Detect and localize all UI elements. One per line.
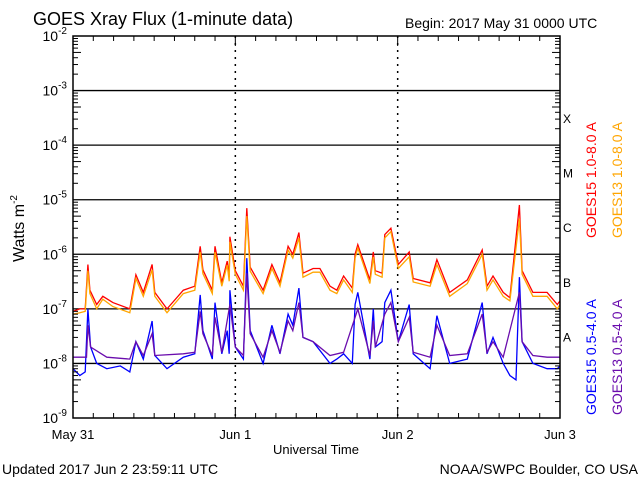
plot-frame [72,35,561,419]
x-axis-label: Universal Time [273,442,359,457]
series-line-goes13-1-0-8-0-a [72,216,561,315]
y-tick-label: 10-7 [43,299,68,317]
y-tick-base: 10 [43,410,59,426]
legend-item: GOES13 1.0-8.0 A [609,121,625,238]
y-tick-exponent: -3 [58,81,67,92]
y-tick-exponent: -5 [58,190,67,201]
y-tick-base: 10 [43,355,59,371]
series-line-goes15-0-5-4-0-a [72,258,561,382]
legend-label: GOES15 0.5-4.0 A [583,298,599,415]
legend: GOES15 1.0-8.0 A GOES13 1.0-8.0 A GOES15 0… [583,121,625,415]
legend-item: GOES13 0.5-4.0 A [609,298,625,415]
y-tick-label: 10-5 [43,190,68,208]
y-tick-label: 10-8 [43,353,68,371]
chart-title: GOES Xray Flux (1-minute data) [33,9,293,29]
legend-item: GOES15 0.5-4.0 A [583,298,599,415]
y-tick-base: 10 [43,28,59,44]
y-tick-label: 10-2 [43,26,68,44]
x-tick-label: May 31 [52,427,95,442]
flare-class-C: C [563,221,572,235]
y-tick-base: 10 [43,246,59,262]
legend-item: GOES15 1.0-8.0 A [583,121,599,238]
y-axis-label-exp: -2 [9,195,20,204]
flare-class-B: B [563,276,571,290]
y-tick-exponent: -7 [58,299,67,310]
flare-class-labels: A B C M X [563,112,573,344]
x-tick-labels: May 31 Jun 1 Jun 2 Jun 3 [52,427,576,442]
y-tick-label: 10-6 [43,244,68,262]
y-tick-labels: 10-910-810-710-610-510-410-310-2 [43,26,68,426]
flare-class-M: M [563,167,573,181]
y-tick-base: 10 [43,83,59,99]
legend-label: GOES15 1.0-8.0 A [583,121,599,238]
grid [73,36,560,418]
series-line-goes13-0-5-4-0-a [73,273,560,360]
y-tick-exponent: -2 [58,26,67,37]
y-tick-base: 10 [43,301,59,317]
y-tick-exponent: -8 [58,353,67,364]
y-axis-label-text: Watts m [11,204,28,262]
updated-timestamp: Updated 2017 Jun 2 23:59:11 UTC [2,461,218,477]
flare-class-A: A [563,330,571,344]
begin-label: Begin: 2017 May 31 0000 UTC [405,15,597,31]
svg-text:Watts m-2: Watts m-2 [9,195,28,262]
y-tick-exponent: -6 [58,244,67,255]
y-tick-exponent: -4 [58,135,67,146]
flare-class-X: X [563,112,571,126]
y-tick-label: 10-9 [43,408,68,426]
x-tick-label: Jun 1 [219,427,251,442]
x-tick-label: Jun 2 [382,427,414,442]
y-tick-exponent: -9 [58,408,67,419]
legend-label: GOES13 0.5-4.0 A [609,298,625,415]
legend-label: GOES13 1.0-8.0 A [609,121,625,238]
series-group [72,204,561,382]
x-tick-label: Jun 3 [544,427,576,442]
y-axis-label: Watts m-2 [9,195,28,262]
credit: NOAA/SWPC Boulder, CO USA [440,461,639,477]
axis-ticks [73,36,560,418]
series-line-goes15-1-0-8-0-a [72,204,561,313]
y-tick-base: 10 [43,192,59,208]
y-tick-label: 10-3 [43,81,68,99]
y-tick-base: 10 [43,137,59,153]
y-tick-label: 10-4 [43,135,68,153]
